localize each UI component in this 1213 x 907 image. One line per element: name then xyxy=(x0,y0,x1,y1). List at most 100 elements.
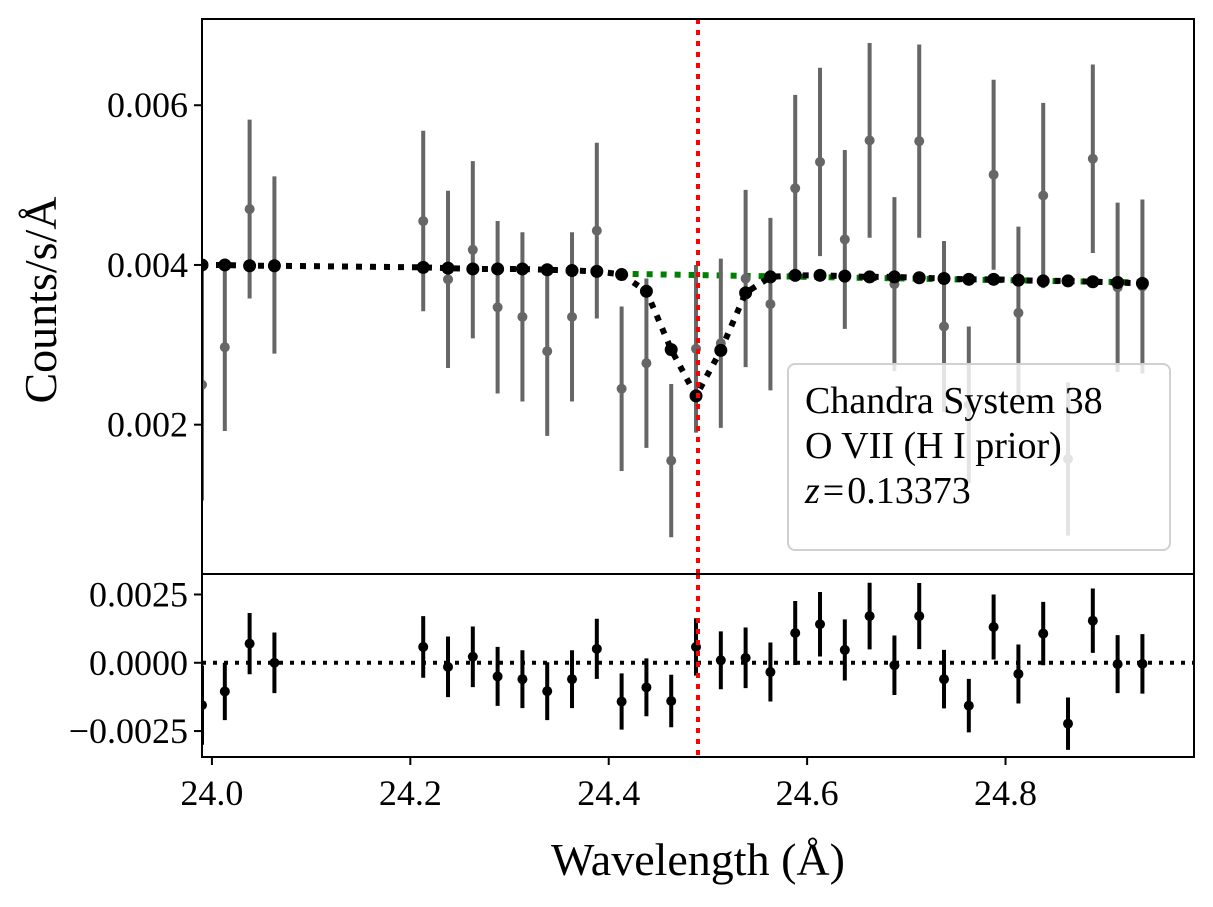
data-point xyxy=(864,135,875,146)
data-point xyxy=(567,311,578,322)
residual-point xyxy=(1013,668,1024,679)
residual-point xyxy=(988,621,999,632)
residual-point xyxy=(467,651,478,662)
residual-point xyxy=(443,661,454,672)
data-point xyxy=(765,299,776,310)
x-tick-label: 24.8 xyxy=(974,773,1037,813)
residual-point xyxy=(542,686,553,697)
residual-point xyxy=(666,696,677,707)
data-point xyxy=(616,383,627,394)
residual-point xyxy=(244,638,255,649)
model-point xyxy=(664,343,678,357)
residual-point xyxy=(1137,658,1148,669)
legend: Chandra System 38 O VII (H I prior) z=0.… xyxy=(787,363,1171,551)
legend-frame xyxy=(787,363,1171,551)
legend-z-symbol: z xyxy=(804,470,820,512)
data-point xyxy=(1013,307,1024,318)
residual-errorbars xyxy=(202,582,1145,750)
data-point xyxy=(467,244,478,255)
residual-point xyxy=(202,700,207,711)
model-point xyxy=(202,258,209,272)
model-point xyxy=(515,262,529,276)
residual-point xyxy=(641,682,652,693)
legend-z-equals: = xyxy=(823,470,844,512)
model-point xyxy=(788,268,802,282)
residual-point xyxy=(939,674,950,685)
model-point xyxy=(416,260,430,274)
data-point xyxy=(492,302,503,313)
model-point xyxy=(267,259,281,273)
residual-point xyxy=(616,696,627,707)
model-point xyxy=(887,270,901,284)
data-point xyxy=(939,321,950,332)
model-point xyxy=(590,264,604,278)
y-tick-label: 0.0000 xyxy=(89,643,188,683)
residual-point xyxy=(864,611,875,622)
model-point xyxy=(639,284,653,298)
residual-point xyxy=(1063,718,1074,729)
residual-point xyxy=(517,674,528,685)
data-point xyxy=(591,225,602,236)
residual-point xyxy=(889,660,900,671)
model-point xyxy=(1061,274,1075,288)
y-tick-label: 0.0025 xyxy=(89,574,188,614)
residual-point xyxy=(219,686,230,697)
model-point xyxy=(1036,274,1050,288)
data-point xyxy=(443,274,454,285)
residual-point xyxy=(492,671,503,682)
data-point xyxy=(219,342,230,353)
model-point xyxy=(243,259,257,273)
legend-line-ion: O VII (H I prior) xyxy=(805,425,1062,467)
residual-point xyxy=(839,644,850,655)
x-tick-label: 24.4 xyxy=(577,773,640,813)
model-point xyxy=(1086,275,1100,289)
legend-line-system: Chandra System 38 xyxy=(805,380,1103,422)
model-point xyxy=(491,262,505,276)
data-point xyxy=(542,346,553,357)
model-point xyxy=(714,343,728,357)
model-point xyxy=(218,258,232,272)
model-point xyxy=(1135,276,1149,290)
y-tick-label: −0.0025 xyxy=(69,711,188,751)
y-tick-label: 0.002 xyxy=(107,405,188,445)
data-point xyxy=(641,358,652,369)
data-point xyxy=(244,204,255,215)
model-point xyxy=(615,268,629,282)
model-point xyxy=(466,262,480,276)
model-point xyxy=(987,272,1001,286)
model-point xyxy=(863,270,877,284)
data-point xyxy=(1038,190,1049,201)
residual-panel: −0.0025 0.0000 0.0025 24.0 24.2 24.4 24.6 24.8 xyxy=(69,573,1195,813)
model-point xyxy=(962,272,976,286)
residual-point xyxy=(567,674,578,685)
residual-point xyxy=(815,619,826,630)
model-curve xyxy=(202,261,1143,403)
data-point xyxy=(202,379,207,390)
model-point xyxy=(937,272,951,286)
model-points xyxy=(202,258,1149,403)
residual-point xyxy=(269,657,280,668)
data-point xyxy=(815,156,826,167)
x-tick-label: 24.0 xyxy=(180,773,243,813)
residual-point xyxy=(418,641,429,652)
bottom-y-axis-ticks: −0.0025 0.0000 0.0025 xyxy=(69,574,202,751)
residual-point xyxy=(1038,628,1049,639)
data-point xyxy=(740,273,751,284)
model-point xyxy=(441,261,455,275)
data-point xyxy=(1087,153,1098,164)
residual-point xyxy=(963,700,974,711)
residual-point xyxy=(1112,659,1123,670)
legend-line-redshift: z=0.13373 xyxy=(804,470,971,512)
model-point xyxy=(739,286,753,300)
model-point xyxy=(540,263,554,277)
residual-point xyxy=(914,611,925,622)
data-point xyxy=(839,234,850,245)
bottom-axes-frame xyxy=(201,573,1195,758)
residual-point xyxy=(740,652,751,663)
data-point xyxy=(418,216,429,227)
residual-point xyxy=(790,627,801,638)
data-point xyxy=(517,311,528,322)
model-point xyxy=(912,271,926,285)
y-tick-label: 0.004 xyxy=(107,245,188,285)
model-point xyxy=(813,268,827,282)
